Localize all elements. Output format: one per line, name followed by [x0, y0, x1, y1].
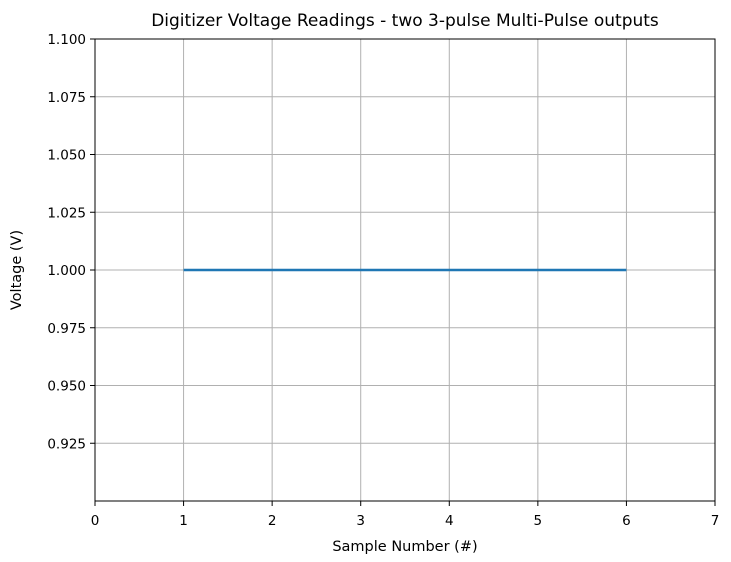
y-tick-label: 0.975	[47, 321, 86, 337]
x-tick-label: 5	[534, 513, 543, 529]
x-tick-label: 6	[622, 513, 631, 529]
x-tick-label: 4	[445, 513, 454, 529]
y-tick-label: 1.025	[47, 205, 86, 221]
x-tick-label: 3	[356, 513, 365, 529]
x-tick-label: 0	[91, 513, 100, 529]
y-tick-label: 1.075	[47, 90, 86, 106]
x-tick-label: 7	[711, 513, 720, 529]
y-tick-label: 1.050	[47, 148, 86, 164]
y-tick-label: 1.100	[47, 32, 86, 48]
y-tick-label: 1.000	[47, 263, 86, 279]
x-axis-label: Sample Number (#)	[332, 539, 477, 555]
y-tick-label: 0.950	[47, 379, 86, 395]
x-tick-label: 1	[179, 513, 188, 529]
chart-title: Digitizer Voltage Readings - two 3-pulse…	[151, 11, 659, 31]
y-axis-label: Voltage (V)	[9, 230, 25, 310]
ticks: 0 1 2 3 4 5 6 7 0.925 0.950 0.975 1.000 1.025 1.050 1.…	[47, 32, 719, 529]
y-tick-label: 0.925	[47, 436, 86, 452]
x-tick-label: 2	[268, 513, 277, 529]
